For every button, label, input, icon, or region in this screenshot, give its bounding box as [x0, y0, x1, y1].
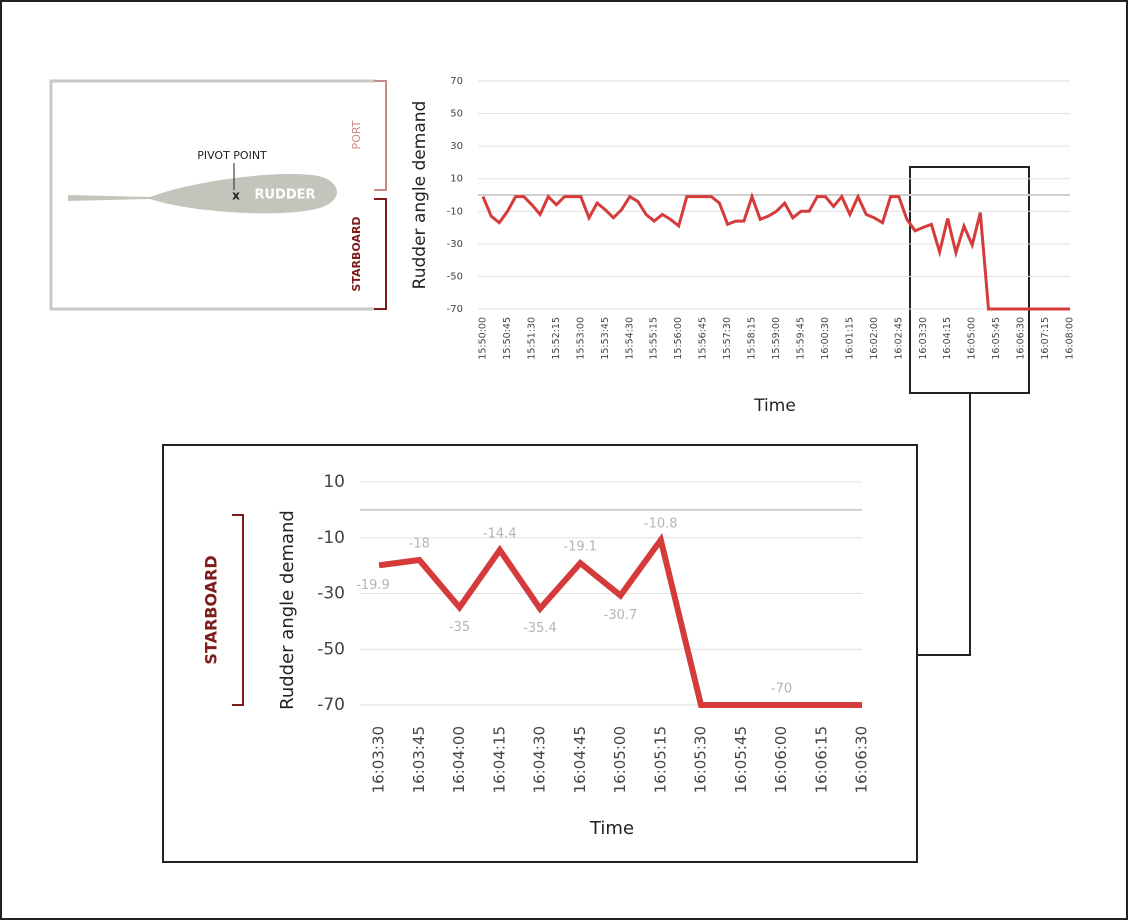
x-tick-label: 16:03:30	[918, 317, 929, 360]
y-tick-label: 30	[450, 141, 463, 152]
y-axis-title: Rudder angle demand	[277, 510, 298, 710]
starboard-label: STARBOARD	[350, 216, 363, 291]
y-tick-label: 50	[450, 109, 463, 120]
value-label: -70	[771, 682, 792, 697]
x-tick-label: 16:07:15	[1040, 317, 1051, 360]
x-tick-label: 15:52:15	[551, 317, 562, 360]
y-tick-label: -10	[447, 206, 463, 217]
value-label: -18	[409, 537, 430, 552]
pivot-label: PIVOT POINT	[197, 149, 267, 162]
x-tick-label: 15:54:30	[624, 317, 635, 360]
x-tick-label: 15:50:45	[502, 317, 513, 360]
x-tick-label: 16:03:45	[410, 726, 428, 793]
x-tick-label: 16:04:00	[450, 726, 468, 793]
y-tick-label: -50	[447, 271, 463, 282]
x-tick-label: 15:53:00	[575, 317, 586, 360]
x-tick-label: 15:55:15	[649, 317, 660, 360]
value-label: -10.8	[644, 516, 678, 531]
figure: PIVOT POINT x RUDDER PORT STARBOARD STAR…	[0, 0, 1128, 920]
x-tick-label: 15:58:15	[747, 317, 758, 360]
x-tick-label: 16:05:45	[991, 317, 1002, 360]
y-tick-label: 10	[450, 174, 463, 185]
x-tick-label: 16:04:30	[531, 726, 549, 793]
x-tick-label: 16:02:45	[893, 317, 904, 360]
x-tick-label: 16:06:30	[853, 726, 871, 793]
x-tick-label: 16:01:15	[844, 317, 855, 360]
x-tick-label: 16:03:30	[370, 726, 388, 793]
port-label: PORT	[350, 120, 363, 149]
x-tick-label: 15:59:45	[795, 317, 806, 360]
x-tick-label: 15:56:45	[698, 317, 709, 360]
x-tick-label: 15:53:45	[600, 317, 611, 360]
y-tick-label: -70	[447, 304, 463, 315]
y-tick-label: -30	[447, 239, 463, 250]
x-tick-label: 15:51:30	[526, 317, 537, 360]
x-tick-label: 16:04:15	[942, 317, 953, 360]
x-tick-label: 16:05:45	[732, 726, 750, 793]
frame	[1, 1, 1127, 919]
y-tick-label: -10	[317, 528, 345, 548]
x-tick-label: 16:05:00	[967, 317, 978, 360]
x-tick-label: 16:05:15	[651, 726, 669, 793]
y-tick-label: -30	[317, 584, 345, 604]
y-tick-label: -50	[317, 639, 345, 659]
x-axis-title: Time	[753, 396, 796, 416]
rudder-label: RUDDER	[254, 188, 315, 203]
value-label: -19.9	[356, 578, 390, 593]
x-tick-label: 16:04:45	[571, 726, 589, 793]
x-tick-label: 16:04:15	[490, 726, 508, 793]
x-tick-label: 16:02:00	[869, 317, 880, 360]
x-tick-label: 16:06:15	[812, 726, 830, 793]
zoom-starboard-label: STARBOARD	[202, 555, 221, 664]
y-tick-label: -70	[317, 695, 345, 715]
x-tick-label: 16:00:30	[820, 317, 831, 360]
pivot-mark: x	[232, 189, 240, 203]
x-tick-label: 15:57:30	[722, 317, 733, 360]
y-tick-label: 70	[450, 76, 463, 87]
x-tick-label: 16:08:00	[1065, 317, 1076, 360]
value-label: -35	[449, 620, 470, 635]
value-label: -35.4	[523, 621, 557, 636]
x-axis-title: Time	[589, 818, 634, 839]
page: PIVOT POINT x RUDDER PORT STARBOARD STAR…	[0, 0, 1128, 920]
x-tick-label: 16:06:30	[1016, 317, 1027, 360]
x-tick-label: 15:50:00	[478, 317, 489, 360]
x-tick-label: 16:05:30	[692, 726, 710, 793]
x-tick-label: 15:59:00	[771, 317, 782, 360]
y-tick-label: 10	[323, 472, 345, 492]
y-axis-title: Rudder angle demand	[410, 101, 430, 290]
value-label: -30.7	[604, 608, 638, 623]
value-label: -14.4	[483, 527, 517, 542]
x-tick-label: 16:05:00	[611, 726, 629, 793]
x-tick-label: 16:06:00	[772, 726, 790, 793]
x-tick-label: 15:56:00	[673, 317, 684, 360]
value-label: -19.1	[563, 540, 597, 555]
